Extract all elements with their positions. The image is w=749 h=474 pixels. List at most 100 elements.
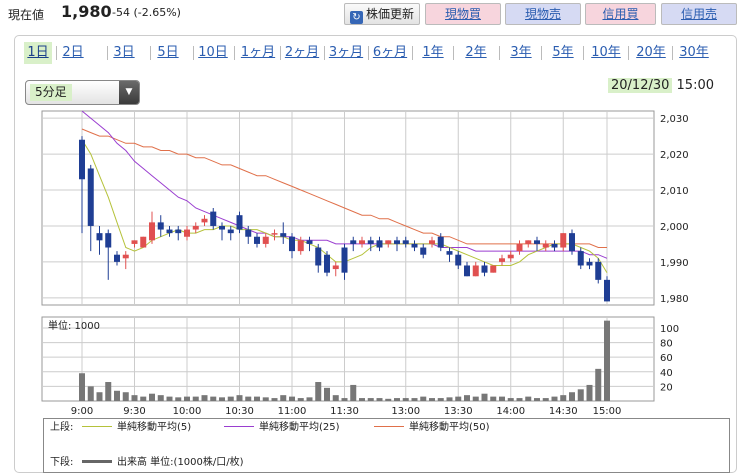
interval-selected: 5分足: [30, 84, 72, 101]
margin-sell-button[interactable]: 信用売: [661, 3, 737, 25]
volume-bar: [315, 382, 322, 401]
candle-body: [490, 265, 497, 273]
volume-bar: [166, 396, 173, 401]
candle-body: [367, 240, 374, 244]
tab-30y[interactable]: 30年: [679, 45, 709, 60]
candle-body: [542, 243, 549, 248]
candle-body: [481, 265, 488, 273]
refresh-icon: ↻: [349, 11, 363, 24]
volume-bar: [192, 396, 199, 401]
legend-ma5: 単純移動平均(5): [82, 422, 191, 434]
volume-bar: [131, 395, 138, 401]
volume-tick-label: 80: [660, 339, 673, 350]
candle-body: [262, 236, 269, 244]
candle-body: [122, 254, 129, 259]
candle-body: [236, 215, 243, 230]
candle-body: [227, 229, 234, 234]
volume-bar: [210, 396, 217, 401]
tab-10d[interactable]: 10日: [198, 45, 228, 60]
price-tick-label: 2,020: [660, 150, 689, 161]
tab-3m[interactable]: 3ヶ月: [328, 45, 364, 60]
volume-bar: [481, 393, 488, 401]
volume-bar: [464, 395, 470, 401]
spot-sell-button[interactable]: 現物売: [505, 3, 581, 25]
volume-plot-area: [41, 316, 655, 402]
candle-body: [385, 240, 392, 244]
time-tick-label: 9:00: [71, 406, 93, 417]
time-tick-label: 14:00: [496, 406, 525, 417]
volume-bar: [297, 398, 304, 401]
candle-body: [569, 233, 575, 252]
tab-5y[interactable]: 5年: [552, 45, 574, 60]
tab-1y[interactable]: 1年: [422, 45, 444, 60]
quote-header: 現在値 1,980 -54 (-2.65%) ↻ 株価更新 現物買 現物売 信用買…: [0, 0, 749, 30]
candle-body: [271, 233, 278, 235]
volume-bar: [122, 392, 129, 401]
tab-3y[interactable]: 3年: [510, 45, 532, 60]
time-tick-label: 13:00: [391, 406, 420, 417]
tab-20y[interactable]: 20年: [636, 45, 666, 60]
volume-bar: [289, 396, 295, 401]
candle-body: [280, 233, 287, 237]
candle-body: [315, 247, 322, 266]
candle-body: [297, 240, 304, 252]
refresh-price-button[interactable]: ↻ 株価更新: [344, 3, 420, 25]
chart-time: 15:00: [676, 78, 714, 93]
candle-body: [114, 254, 120, 262]
volume-bar: [367, 398, 374, 401]
volume-bar: [280, 395, 287, 401]
volume-bar: [105, 382, 112, 401]
spot-buy-button[interactable]: 現物買: [425, 3, 501, 25]
candle-body: [437, 236, 444, 248]
price-change: -54 (-2.65%): [112, 6, 181, 19]
volume-bar: [271, 398, 278, 401]
time-tick-label: 15:00: [593, 406, 622, 417]
tab-1m[interactable]: 1ヶ月: [240, 45, 276, 60]
volume-bar: [175, 397, 182, 401]
chart-datetime: 20/12/30 15:00: [608, 77, 714, 95]
price-plot-area: [41, 110, 655, 306]
candle-body: [140, 236, 147, 248]
volume-bar: [236, 395, 243, 401]
candle-body: [429, 240, 435, 244]
candle-body: [420, 247, 427, 255]
volume-bar: [472, 396, 479, 401]
tab-1d[interactable]: 1日: [24, 42, 52, 64]
price-tick-label: 1,980: [660, 294, 689, 305]
volume-bar: [87, 386, 94, 401]
chart-legend: 上段: 単純移動平均(5) 単純移動平均(25) 単純移動平均(50) 下段: …: [43, 418, 730, 473]
tab-2m[interactable]: 2ヶ月: [284, 45, 320, 60]
volume-bar: [455, 396, 462, 401]
candle-body: [332, 265, 339, 270]
volume-bar: [534, 398, 540, 401]
volume-bar: [149, 393, 155, 401]
candle-body: [359, 240, 365, 244]
volume-bar: [437, 398, 444, 401]
candle-body: [534, 240, 540, 244]
volume-bar: [542, 398, 549, 401]
tab-3d[interactable]: 3日: [113, 45, 135, 60]
volume-bar: [262, 397, 269, 401]
candle-body: [306, 240, 313, 244]
interval-select[interactable]: 5分足 ▼: [25, 80, 140, 105]
legend-ma25: 単純移動平均(25): [224, 422, 340, 434]
tab-2d[interactable]: 2日: [62, 45, 84, 60]
volume-tick-label: 100: [660, 324, 679, 335]
tab-6m[interactable]: 6ヶ月: [372, 45, 408, 60]
candle-body: [525, 240, 532, 244]
volume-bar: [569, 392, 575, 401]
margin-buy-button[interactable]: 信用買: [585, 3, 656, 25]
candle-body: [79, 139, 85, 180]
current-price: 1,980: [61, 2, 112, 21]
candle-body: [219, 225, 225, 230]
time-tick-label: 11:00: [278, 406, 307, 417]
candle-body: [87, 168, 94, 226]
volume-bar: [201, 395, 208, 401]
tab-10y[interactable]: 10年: [591, 45, 621, 60]
tab-5d[interactable]: 5日: [157, 45, 179, 60]
price-tick-label: 2,000: [660, 222, 689, 233]
tab-2y[interactable]: 2年: [465, 45, 487, 60]
volume-bar: [184, 396, 190, 401]
volume-bar: [324, 387, 330, 401]
volume-bar: [551, 396, 558, 401]
